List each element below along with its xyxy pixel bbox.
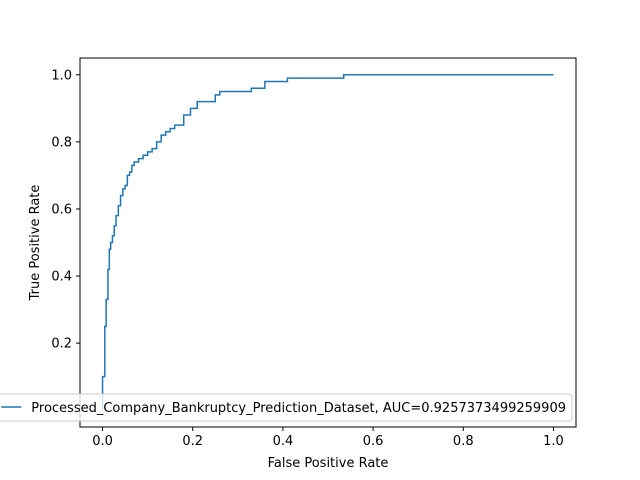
y-tick-label: 1.0 [51,68,72,83]
x-axis-label: False Positive Rate [268,456,389,471]
axes-frame [79,57,577,428]
x-tick-label: 0.2 [182,434,203,449]
x-tick-label: 0.8 [453,434,474,449]
roc-curve-line [101,74,554,411]
y-tick-label: 0.2 [51,337,72,352]
x-tick-label: 0.0 [92,434,113,449]
x-tick-label: 1.0 [543,434,564,449]
legend-entry: Processed_Company_Bankruptcy_Prediction_… [31,401,566,416]
y-tick-label: 0.6 [51,202,72,217]
y-axis-label: True Positive Rate [28,185,43,302]
x-tick-label: 0.6 [363,434,384,449]
y-tick-label: 0.8 [51,135,72,150]
legend: Processed_Company_Bankruptcy_Prediction_… [0,393,573,422]
legend-box [0,393,573,422]
x-tick-label: 0.4 [273,434,294,449]
y-tick-label: 0.4 [51,270,72,285]
